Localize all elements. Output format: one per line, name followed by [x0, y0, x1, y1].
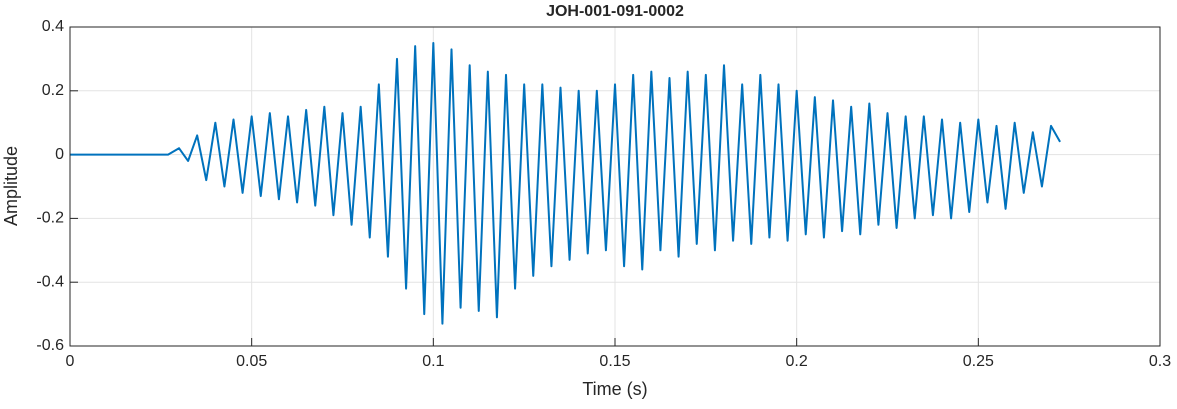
- y-tick-label: 0: [55, 146, 64, 163]
- x-tick-label: 0.25: [963, 353, 994, 370]
- x-tick-label: 0: [66, 353, 75, 370]
- x-tick-label: 0.05: [236, 353, 267, 370]
- x-tick-label: 0.15: [599, 353, 630, 370]
- x-axis-label: Time (s): [582, 379, 647, 399]
- y-tick-label: 0.4: [42, 18, 64, 35]
- y-tick-label: -0.2: [36, 210, 64, 227]
- plot-frame: [69, 26, 1161, 347]
- x-tick-label: 0.2: [786, 353, 808, 370]
- y-tick-label: -0.4: [36, 273, 64, 290]
- x-tick-label: 0.1: [422, 353, 444, 370]
- y-tick-label: 0.2: [42, 82, 64, 99]
- chart-title: JOH-001-091-0002: [546, 3, 684, 20]
- y-axis-label: Amplitude: [1, 146, 21, 226]
- waveform-line: [70, 41, 1061, 325]
- x-tick-label: 0.3: [1149, 353, 1171, 370]
- y-tick-label: -0.6: [36, 337, 64, 354]
